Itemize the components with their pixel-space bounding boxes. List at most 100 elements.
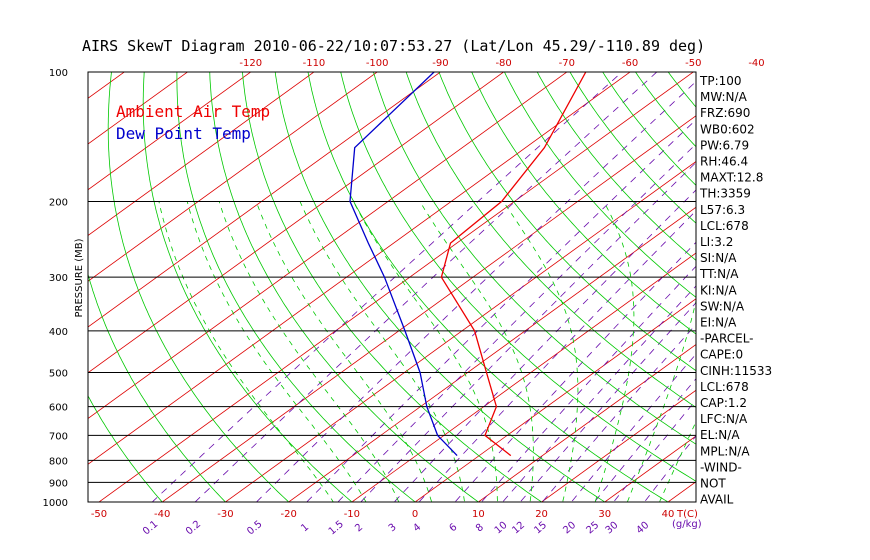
pressure-tick-label: 700 (49, 431, 68, 442)
isotherm-line (351, 252, 696, 502)
mixing-ratio-tick: 12 (510, 520, 527, 537)
pressure-tick-label: 900 (49, 478, 68, 489)
mixing-ratio-label: (g/kg) (672, 519, 702, 530)
dry-adiabat (569, 72, 696, 224)
index-item: CAPE:0 (700, 348, 743, 362)
bottom-temp-tick: -30 (217, 509, 233, 520)
dry-adiabat (274, 72, 606, 502)
moist-adiabat (186, 201, 367, 502)
dry-adiabat (107, 72, 290, 502)
moist-adiabat (299, 201, 466, 502)
air-temp-profile (440, 72, 587, 457)
mixing-ratio-line (194, 72, 658, 502)
y-axis-label: PRESSURE (MB) (74, 238, 85, 317)
background-grid (0, 62, 870, 511)
index-item: AVAIL (700, 493, 734, 507)
index-item: LCL:678 (700, 380, 749, 394)
dry-adiabat (88, 272, 227, 502)
indices-panel: TP:100 MW:N/A FRZ:690 WB0:602 PW:6.79 RH:46.4… (699, 74, 772, 507)
dry-adiabat (471, 72, 696, 335)
index-item: KI:N/A (700, 283, 737, 297)
bottom-temp-tick: -50 (91, 509, 107, 520)
index-item: CAP:1.2 (700, 396, 747, 410)
top-temp-tick: -90 (432, 58, 448, 69)
dry-adiabat (209, 72, 480, 502)
mixing-ratio-tick: 15 (532, 520, 549, 537)
bottom-temp-tick: 30 (598, 509, 611, 520)
mixing-ratio-tick: 0.2 (184, 519, 203, 538)
index-item: L57:6.3 (700, 203, 745, 217)
isotherm-line (88, 72, 252, 191)
mixing-ratio-line (593, 378, 696, 502)
dry-adiabat (307, 72, 669, 502)
bottom-temp-tick: 40 (662, 509, 675, 520)
isotherm-line (88, 72, 631, 465)
pressure-tick-label: 600 (49, 403, 68, 414)
dry-adiabat (176, 72, 416, 502)
mixing-ratio-tick: 4 (411, 522, 423, 535)
mixing-ratio-tick-labels: 0.1 0.2 0.5 1 1.5 2 3 4 6 8 10 12 15 20 25 30 40 (141, 519, 651, 538)
index-item: EI:N/A (700, 316, 737, 330)
pressure-tick-label: 500 (49, 369, 68, 380)
index-item: MAXT:12.8 (700, 171, 763, 185)
isotherm-line (782, 62, 870, 511)
dry-adiabat (405, 72, 696, 408)
index-item: TP:100 (699, 74, 742, 88)
isotherm-line (540, 389, 696, 502)
index-item: -PARCEL- (700, 332, 754, 346)
plot-frame (87, 71, 697, 503)
dry-adiabat (602, 72, 696, 186)
index-item: TH:3359 (699, 187, 751, 201)
bottom-temp-tick: -20 (280, 509, 296, 520)
bottom-temp-tick: -10 (344, 509, 360, 520)
mixing-ratio-line (306, 119, 696, 502)
top-temp-tick: -120 (239, 58, 262, 69)
dry-adiabat (504, 72, 696, 298)
moist-adiabat (626, 299, 696, 502)
mixing-ratio-tick: 6 (447, 522, 459, 535)
dry-adiabat (825, 65, 870, 511)
mixing-ratio-tick: 2 (353, 522, 365, 535)
isotherm-line (88, 72, 378, 282)
top-temp-tick: -80 (495, 58, 511, 69)
mixing-ratio-tick: 1.5 (327, 519, 346, 538)
bottom-temp-tick: 20 (535, 509, 548, 520)
isotherm-line (88, 72, 442, 328)
isotherm-line (161, 115, 696, 502)
moist-adiabat (158, 201, 334, 502)
index-item: LI:3.2 (700, 235, 733, 249)
mixing-ratio-line (418, 210, 696, 502)
dry-adiabat (793, 65, 870, 511)
mixing-ratio-tick: 40 (634, 520, 651, 537)
mixing-ratio-tick: 25 (584, 520, 601, 537)
isotherm-line (0, 62, 74, 511)
legend-air-temp: Ambient Air Temp (116, 102, 270, 121)
mixing-ratio-line (613, 399, 696, 502)
mixing-ratio-tick: 0.1 (141, 519, 160, 538)
moist-adiabat (594, 201, 635, 502)
index-item: LCL:678 (700, 219, 749, 233)
isotherm-line (287, 206, 696, 502)
isotherm-line (88, 72, 189, 145)
dry-adiabat (634, 72, 696, 148)
dry-adiabat (438, 72, 696, 372)
pressure-tick-label: 400 (49, 327, 68, 338)
dry-adiabat (858, 65, 870, 511)
isotherm-line (667, 481, 696, 502)
isotherm-line (88, 72, 505, 374)
pressure-tick-label: 1000 (43, 498, 68, 509)
top-temp-tick: -40 (748, 58, 764, 69)
mixing-ratio-tick: 0.5 (245, 519, 264, 538)
index-item: -WIND- (700, 460, 742, 474)
top-temp-tick: -110 (303, 58, 326, 69)
mixing-ratio-line (643, 435, 696, 502)
x-axis-label: T(C) (676, 509, 698, 520)
dry-adiabat (88, 395, 163, 502)
mixing-ratio-line (255, 80, 696, 502)
bottom-temp-tick: 0 (412, 509, 418, 520)
top-temp-tick: -50 (685, 58, 701, 69)
temperature-tick-labels: -50 -40 -30 -20 -10 0 10 20 30 40-120 -110 -100 -90-… (91, 58, 765, 520)
index-item: FRZ:690 (700, 106, 750, 120)
dry-adiabat (536, 72, 696, 261)
mixing-ratio-line (519, 302, 696, 502)
